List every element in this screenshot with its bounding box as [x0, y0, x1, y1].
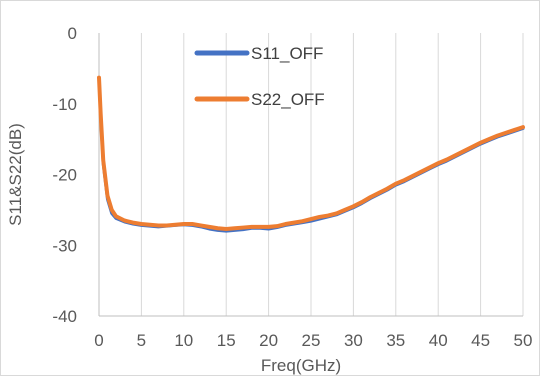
x-tick-label-3: 15	[217, 331, 236, 350]
axis-labels: 0 5 10 15 20 25 30 35 40 45 50 0 -10 -20 -30 -40 Freq(GH…	[6, 24, 532, 375]
x-tick-label-10: 50	[514, 331, 533, 350]
y-tick-label-3: -30	[52, 236, 77, 255]
y-tick-label-2: -20	[52, 166, 77, 185]
x-tick-label-0: 0	[94, 331, 103, 350]
x-tick-label-4: 20	[259, 331, 278, 350]
x-tick-label-7: 35	[386, 331, 405, 350]
x-tick-label-1: 5	[137, 331, 146, 350]
x-tick-label-2: 10	[174, 331, 193, 350]
series-line-s22-off	[97, 75, 525, 231]
legend: S11_OFF S22_OFF	[194, 44, 325, 109]
grid-lines	[140, 33, 524, 316]
series-lines	[97, 75, 525, 233]
x-axis-title: Freq(GHz)	[261, 356, 341, 375]
x-tick-label-8: 40	[429, 331, 448, 350]
y-axis-title: S11&S22(dB)	[6, 123, 25, 226]
y-tick-label-4: -40	[52, 307, 77, 326]
x-tick-label-9: 45	[471, 331, 490, 350]
legend-label-s11-off: S11_OFF	[251, 44, 323, 63]
y-tick-label-1: -10	[52, 95, 77, 114]
x-tick-label-5: 25	[302, 331, 321, 350]
x-tick-label-6: 30	[344, 331, 363, 350]
y-tick-label-0: 0	[68, 24, 77, 43]
legend-label-s22-off: S22_OFF	[251, 90, 325, 109]
